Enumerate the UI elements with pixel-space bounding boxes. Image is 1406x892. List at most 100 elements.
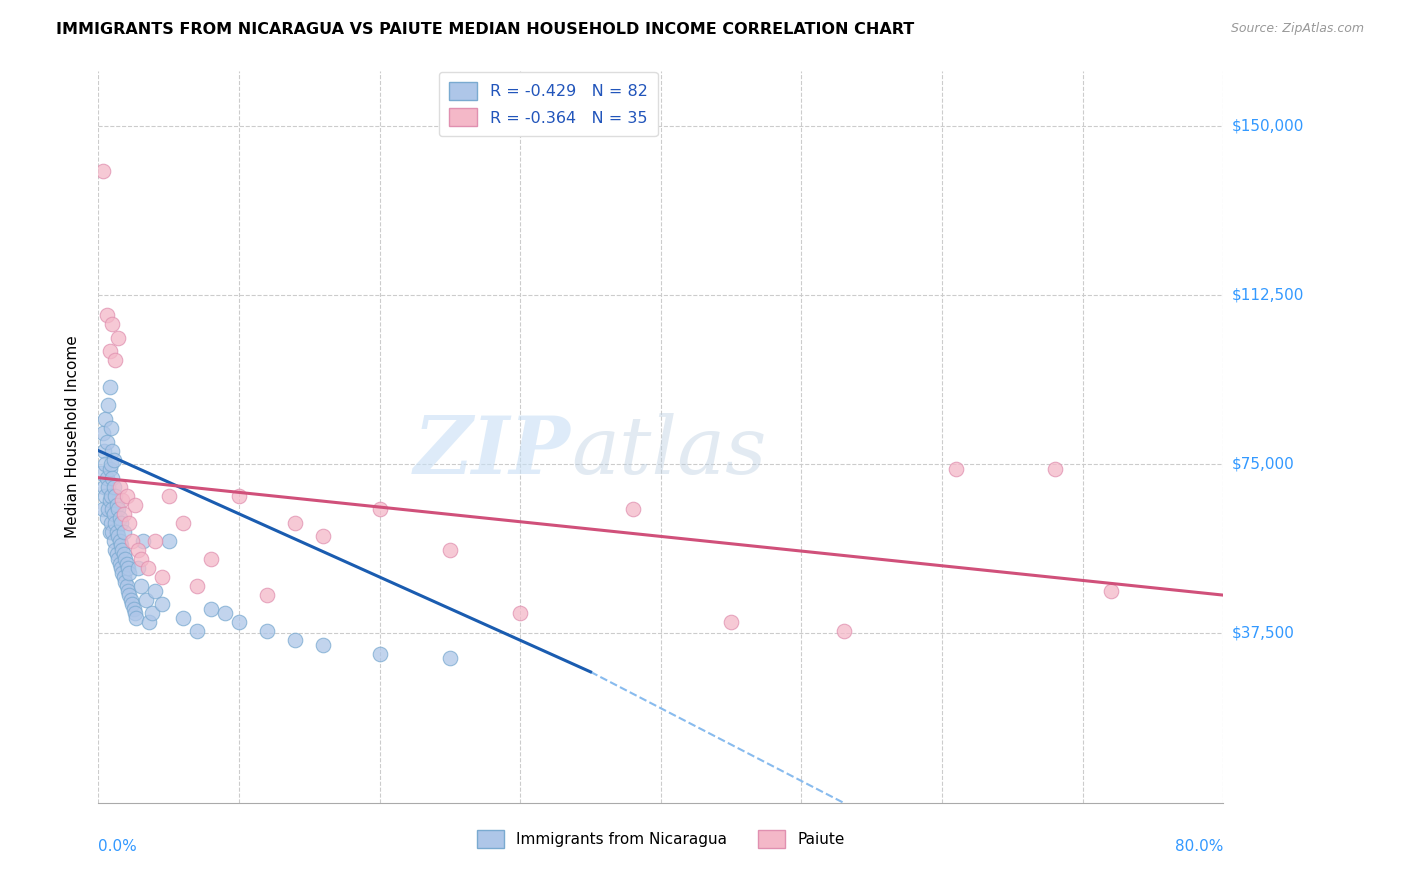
Point: [114, 574, 136, 589]
Point: [124, 498, 146, 512]
Point: [100, 516, 122, 530]
Point: [172, 610, 194, 624]
Point: [105, 524, 128, 539]
Point: [103, 507, 125, 521]
Point: [439, 543, 461, 558]
Point: [135, 592, 157, 607]
Point: [101, 471, 124, 485]
Point: [127, 543, 149, 558]
Point: [107, 552, 129, 566]
Point: [105, 548, 128, 562]
Point: [101, 502, 124, 516]
Point: [157, 489, 180, 503]
Point: [117, 583, 139, 598]
Point: [94, 412, 117, 426]
Point: [114, 552, 136, 566]
Text: 80.0%: 80.0%: [1175, 839, 1223, 855]
Point: [96, 308, 118, 322]
Point: [100, 489, 122, 503]
Point: [121, 533, 143, 548]
Point: [186, 624, 208, 639]
Point: [228, 489, 250, 503]
Point: [621, 502, 644, 516]
Point: [1043, 461, 1066, 475]
Point: [143, 583, 166, 598]
Point: [107, 331, 129, 345]
Point: [112, 507, 135, 521]
Point: [124, 606, 146, 620]
Point: [108, 480, 131, 494]
Point: [108, 533, 131, 548]
Point: [127, 561, 149, 575]
Text: $75,000: $75,000: [1232, 457, 1295, 472]
Point: [104, 489, 127, 503]
Point: [103, 452, 125, 467]
Point: [90, 466, 112, 480]
Point: [97, 480, 120, 494]
Point: [256, 588, 278, 602]
Point: [172, 516, 194, 530]
Point: [112, 570, 135, 584]
Point: [100, 457, 122, 471]
Point: [115, 489, 138, 503]
Point: [157, 533, 180, 548]
Point: [136, 561, 159, 575]
Point: [368, 502, 391, 516]
Point: [720, 615, 742, 630]
Point: [94, 489, 117, 503]
Point: [111, 543, 134, 558]
Text: $150,000: $150,000: [1232, 118, 1305, 133]
Point: [110, 561, 132, 575]
Point: [96, 434, 118, 449]
Point: [439, 651, 461, 665]
Point: [115, 579, 138, 593]
Point: [101, 443, 124, 458]
Point: [98, 493, 121, 508]
Point: [118, 516, 141, 530]
Point: [256, 624, 278, 639]
Text: $37,500: $37,500: [1232, 626, 1295, 641]
Point: [98, 461, 121, 475]
Point: [118, 566, 141, 580]
Point: [97, 502, 120, 516]
Point: [111, 493, 134, 508]
Point: [115, 557, 138, 571]
Text: 0.0%: 0.0%: [98, 839, 138, 855]
Point: [110, 516, 132, 530]
Point: [121, 597, 143, 611]
Point: [150, 597, 173, 611]
Point: [129, 579, 152, 593]
Point: [104, 516, 127, 530]
Point: [103, 480, 125, 494]
Point: [103, 533, 125, 548]
Point: [832, 624, 855, 639]
Point: [186, 579, 208, 593]
Text: IMMIGRANTS FROM NICARAGUA VS PAIUTE MEDIAN HOUSEHOLD INCOME CORRELATION CHART: IMMIGRANTS FROM NICARAGUA VS PAIUTE MEDI…: [56, 22, 914, 37]
Point: [945, 461, 967, 475]
Point: [143, 533, 166, 548]
Point: [509, 606, 531, 620]
Point: [118, 588, 141, 602]
Point: [228, 615, 250, 630]
Point: [111, 566, 134, 580]
Point: [312, 638, 335, 652]
Point: [96, 471, 118, 485]
Point: [132, 533, 155, 548]
Text: $112,500: $112,500: [1232, 287, 1305, 302]
Point: [122, 601, 145, 615]
Point: [93, 480, 115, 494]
Point: [368, 647, 391, 661]
Point: [138, 615, 160, 630]
Point: [214, 606, 236, 620]
Text: ZIP: ZIP: [413, 413, 571, 491]
Point: [104, 353, 127, 368]
Point: [284, 516, 307, 530]
Point: [150, 570, 173, 584]
Point: [108, 557, 131, 571]
Point: [101, 524, 124, 539]
Point: [94, 457, 117, 471]
Point: [200, 601, 222, 615]
Point: [284, 633, 307, 648]
Point: [98, 524, 121, 539]
Text: Source: ZipAtlas.com: Source: ZipAtlas.com: [1230, 22, 1364, 36]
